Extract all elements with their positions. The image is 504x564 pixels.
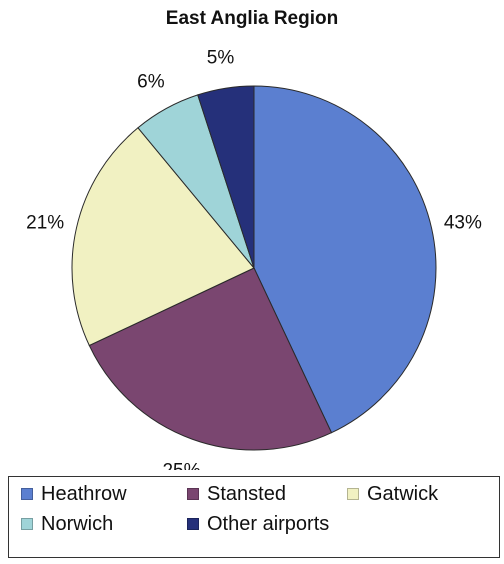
chart-legend: Heathrow Stansted Gatwick Norwich Other … — [8, 476, 500, 558]
pie-chart: 43% 25% 21% 6% 5% — [26, 48, 482, 470]
value-label-other-airports: 5% — [207, 48, 235, 69]
value-label-heathrow: 43% — [444, 212, 482, 233]
legend-label-norwich: Norwich — [41, 512, 114, 535]
legend-label-gatwick: Gatwick — [367, 482, 439, 505]
legend-swatch-norwich — [21, 518, 33, 530]
legend-swatch-heathrow — [21, 488, 33, 500]
pie-slice-stansted — [88, 267, 333, 451]
value-label-norwich: 6% — [137, 71, 165, 92]
legend-swatch-gatwick — [347, 488, 359, 500]
value-label-stansted: 25% — [162, 460, 200, 470]
legend-item-heathrow: Heathrow — [21, 481, 127, 507]
pie-slice-gatwick — [71, 127, 255, 347]
value-label-gatwick: 21% — [26, 212, 64, 233]
pie-slices — [71, 85, 437, 451]
pie-slice-heathrow — [253, 85, 437, 434]
legend-item-stansted: Stansted — [187, 481, 286, 507]
pie-value-labels: 43% 25% 21% 6% 5% — [26, 48, 482, 470]
legend-swatch-other-airports — [187, 518, 199, 530]
legend-item-other-airports: Other airports — [187, 511, 329, 537]
legend-item-norwich: Norwich — [21, 511, 113, 537]
legend-label-other-airports: Other airports — [207, 512, 330, 535]
legend-label-stansted: Stansted — [207, 482, 286, 505]
pie-slice-other-airports — [197, 85, 255, 269]
chart-title: East Anglia Region — [165, 8, 339, 29]
legend-swatch-stansted — [187, 488, 199, 500]
legend-item-gatwick: Gatwick — [347, 481, 438, 507]
legend-label-heathrow: Heathrow — [41, 482, 127, 505]
